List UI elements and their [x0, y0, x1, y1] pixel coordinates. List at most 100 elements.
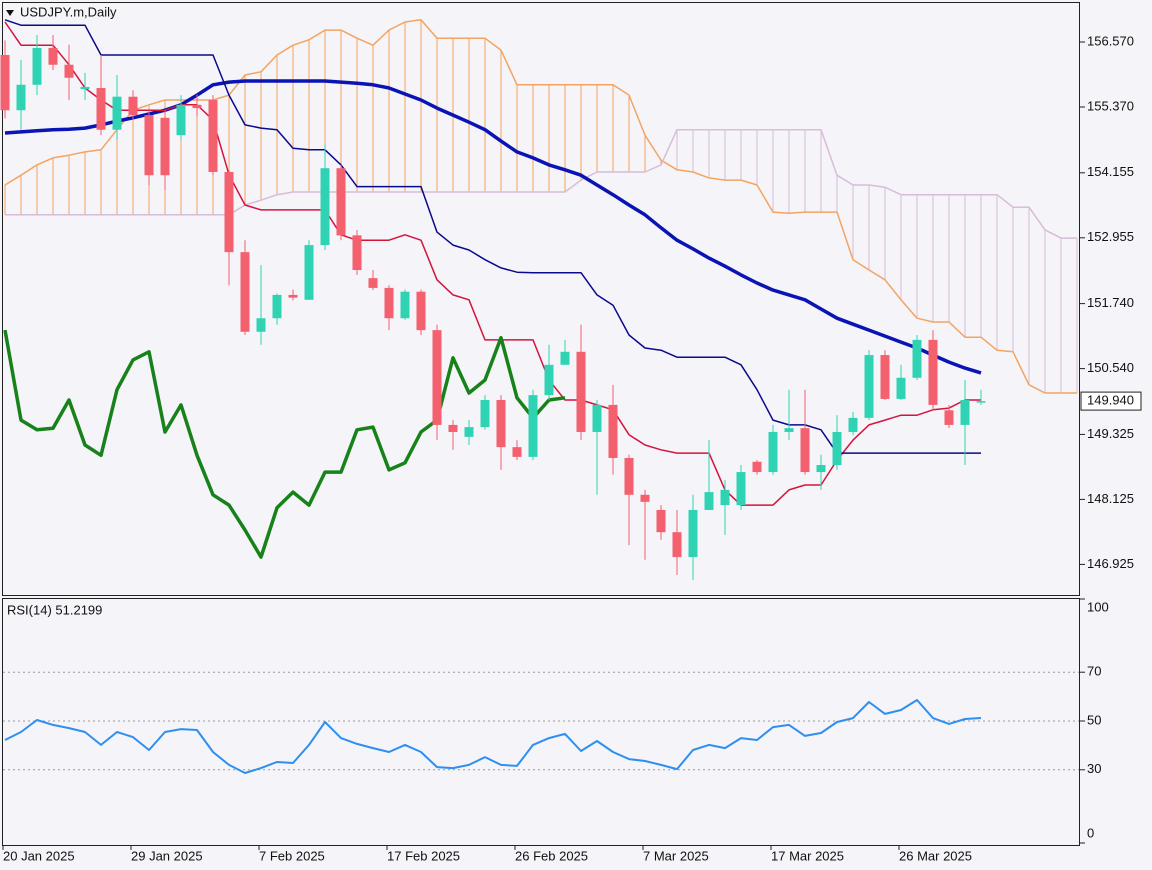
- candle-body: [544, 364, 554, 396]
- x-tick-label: 7 Mar 2025: [643, 848, 709, 863]
- candle-body: [976, 401, 986, 403]
- candle-body: [480, 400, 490, 428]
- candle-body: [48, 47, 58, 65]
- y-tick-label: 0: [1087, 825, 1094, 840]
- candle-body: [592, 404, 602, 432]
- y-tick-label: 156.570: [1087, 33, 1134, 48]
- candle-body: [96, 88, 106, 130]
- candle-body: [768, 431, 778, 473]
- candle-body: [464, 427, 474, 437]
- y-tick-label: 148.125: [1087, 491, 1134, 506]
- candle-body: [240, 252, 250, 332]
- indicator-line: [4, 19, 981, 454]
- candle-body: [960, 400, 970, 425]
- candle-body: [400, 291, 410, 319]
- candle-body: [416, 291, 426, 331]
- last-price-box: [1080, 391, 1142, 411]
- x-tick-label: 29 Jan 2025: [131, 848, 203, 863]
- candle-body: [448, 424, 458, 432]
- x-tick-label: 17 Feb 2025: [387, 848, 460, 863]
- rsi-line: [4, 699, 982, 774]
- x-tick-label: 20 Jan 2025: [3, 848, 75, 863]
- candle-body: [32, 47, 42, 85]
- y-tick-label: 146.925: [1087, 556, 1134, 571]
- candle-body: [304, 245, 314, 300]
- x-tick-label: 26 Mar 2025: [899, 848, 972, 863]
- y-tick-label: 70: [1087, 664, 1101, 679]
- candle-body: [112, 96, 122, 130]
- candle-body: [144, 115, 154, 176]
- last-price-label: 149.940: [1087, 393, 1134, 408]
- senkou-span-a: [4, 19, 1077, 394]
- candle-body: [704, 492, 714, 510]
- candle-body: [864, 355, 874, 418]
- candle-body: [368, 278, 378, 288]
- candle-body: [656, 509, 666, 533]
- candle-body: [512, 447, 522, 457]
- candle-body: [384, 287, 394, 319]
- candle-body: [672, 532, 682, 558]
- y-tick-label: 151.740: [1087, 295, 1134, 310]
- candle-body: [80, 86, 90, 90]
- candle-body: [288, 294, 298, 298]
- senkou-span-b: [5, 128, 1077, 239]
- candle-body: [624, 457, 634, 495]
- rsi-layer: [3, 671, 1079, 774]
- x-tick-label: 26 Feb 2025: [515, 848, 588, 863]
- candle-body: [944, 410, 954, 425]
- y-tick-label: 149.325: [1087, 426, 1134, 441]
- candle-body: [192, 104, 202, 109]
- candle-body: [896, 377, 906, 399]
- candle-body: [320, 168, 330, 246]
- candle-body: [800, 428, 810, 473]
- candle-body: [160, 117, 170, 176]
- main-panel: [2, 2, 1080, 596]
- candle-body: [432, 330, 442, 425]
- candle-body: [496, 400, 506, 448]
- indicator-line: [4, 21, 981, 506]
- candle-body: [720, 489, 730, 506]
- indicator-line: [3, 329, 566, 559]
- y-tick-label: 152.955: [1087, 229, 1134, 244]
- y-tick-label: 100: [1087, 599, 1109, 614]
- candle-body: [352, 235, 362, 271]
- candle-body: [128, 96, 138, 116]
- candle-body: [784, 428, 794, 432]
- candle-body: [560, 351, 570, 365]
- candle-body: [224, 171, 234, 253]
- candle-body: [832, 431, 842, 466]
- chart-title: USDJPY.m,Daily: [20, 4, 117, 19]
- candle-body: [256, 318, 266, 332]
- rsi-panel: [2, 598, 1080, 846]
- candle-body: [16, 84, 26, 111]
- candle-body: [848, 417, 858, 432]
- menu-triangle[interactable]: [6, 10, 14, 16]
- candle-body: [336, 168, 346, 236]
- main-layer: [0, 19, 1078, 580]
- candle-body: [736, 472, 746, 506]
- x-tick-label: 7 Feb 2025: [259, 848, 325, 863]
- y-tick-label: 30: [1087, 761, 1101, 776]
- rsi-title: RSI(14) 51.2199: [7, 602, 102, 617]
- candle-body: [272, 294, 282, 319]
- candle-body: [528, 395, 538, 457]
- candle-body: [64, 64, 74, 78]
- candle-body: [576, 351, 586, 432]
- candle-body: [928, 339, 938, 405]
- candle-body: [0, 54, 10, 111]
- candle-body: [640, 494, 650, 502]
- y-tick-label: 50: [1087, 712, 1101, 727]
- candle-body: [752, 461, 762, 473]
- y-tick-label: 155.370: [1087, 98, 1134, 113]
- x-tick-label: 17 Mar 2025: [771, 848, 844, 863]
- candle-body: [912, 339, 922, 378]
- candle-body: [208, 99, 218, 172]
- y-tick-label: 154.155: [1087, 164, 1134, 179]
- candle-body: [880, 355, 890, 399]
- candle-body: [176, 104, 186, 136]
- y-tick-label: 150.540: [1087, 360, 1134, 375]
- candle-body: [608, 404, 618, 458]
- candle-body: [688, 509, 698, 558]
- candle-body: [816, 465, 826, 473]
